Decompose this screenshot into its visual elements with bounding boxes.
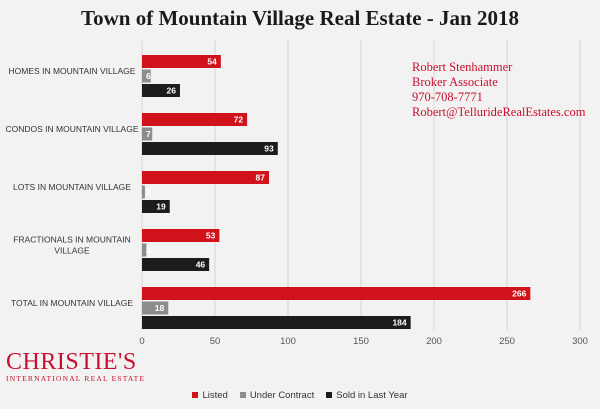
data-label: 26 bbox=[166, 86, 176, 96]
bar bbox=[142, 287, 531, 300]
bar bbox=[142, 84, 180, 97]
x-tick-label: 250 bbox=[499, 336, 515, 347]
category-label: VILLAGE bbox=[54, 246, 90, 256]
data-label: 72 bbox=[234, 115, 244, 125]
bar bbox=[142, 258, 210, 271]
category-label: LOTS IN MOUNTAIN VILLAGE bbox=[13, 182, 131, 192]
legend-entry: Listed bbox=[192, 390, 228, 401]
bar bbox=[142, 229, 220, 242]
category-label: TOTAL IN MOUNTAIN VILLAGE bbox=[11, 298, 133, 308]
data-label: 266 bbox=[512, 289, 526, 299]
data-label: 53 bbox=[206, 231, 216, 241]
bar bbox=[142, 113, 248, 126]
data-label: 54 bbox=[207, 57, 217, 67]
legend-swatch bbox=[326, 392, 333, 398]
bar bbox=[142, 243, 147, 257]
contact-block: Robert Stenhammer Broker Associate 970-7… bbox=[412, 60, 585, 120]
logo-tagline: INTERNATIONAL REAL ESTATE bbox=[6, 374, 146, 383]
x-tick-label: 100 bbox=[280, 336, 296, 347]
bar bbox=[142, 185, 145, 199]
data-label: 2 bbox=[146, 187, 151, 197]
legend-entry: Sold in Last Year bbox=[326, 390, 408, 401]
contact-email: Robert@TellurideRealEstates.com bbox=[412, 105, 586, 119]
x-tick-label: 0 bbox=[139, 336, 144, 347]
category-label: HOMES IN MOUNTAIN VILLAGE bbox=[9, 66, 136, 76]
chart-title: Town of Mountain Village Real Estate - J… bbox=[81, 6, 519, 30]
data-label: 93 bbox=[264, 144, 274, 154]
data-label: 7 bbox=[146, 129, 151, 139]
chart-legend: Listed Under Contract Sold in Last Year bbox=[0, 390, 600, 401]
bar bbox=[142, 301, 169, 315]
x-tick-label: 150 bbox=[353, 336, 369, 347]
legend-swatch bbox=[192, 392, 199, 398]
data-label: 46 bbox=[196, 260, 206, 270]
contact-phone: 970-708-7771 bbox=[412, 90, 483, 104]
x-tick-label: 300 bbox=[572, 336, 588, 347]
data-label: 184 bbox=[392, 318, 406, 328]
bar bbox=[142, 142, 278, 155]
legend-label: Listed bbox=[202, 390, 228, 401]
data-label: 87 bbox=[256, 173, 266, 183]
data-label: 18 bbox=[155, 303, 165, 313]
bar bbox=[142, 200, 170, 213]
category-label: CONDOS IN MOUNTAIN VILLAGE bbox=[5, 124, 138, 134]
bar bbox=[142, 316, 411, 329]
bar bbox=[142, 127, 153, 141]
data-label: 6 bbox=[146, 71, 151, 81]
data-label: 19 bbox=[156, 202, 166, 212]
bar bbox=[142, 171, 270, 184]
legend-entry: Under Contract bbox=[239, 390, 315, 401]
christies-logo: CHRISTIE'S INTERNATIONAL REAL ESTATE bbox=[6, 350, 145, 384]
legend-label: Sold in Last Year bbox=[336, 390, 408, 401]
x-tick-label: 50 bbox=[210, 336, 221, 347]
bar bbox=[142, 55, 221, 68]
data-label: 3 bbox=[146, 245, 151, 255]
contact-role: Broker Associate bbox=[412, 75, 498, 89]
legend-swatch bbox=[239, 392, 246, 398]
contact-name: Robert Stenhammer bbox=[412, 60, 513, 74]
x-tick-label: 200 bbox=[426, 336, 442, 347]
category-label: FRACTIONALS IN MOUNTAIN bbox=[13, 235, 130, 245]
bar bbox=[142, 69, 151, 83]
legend-label: Under Contract bbox=[249, 390, 315, 401]
logo-brand: CHRISTIE'S bbox=[6, 349, 137, 375]
